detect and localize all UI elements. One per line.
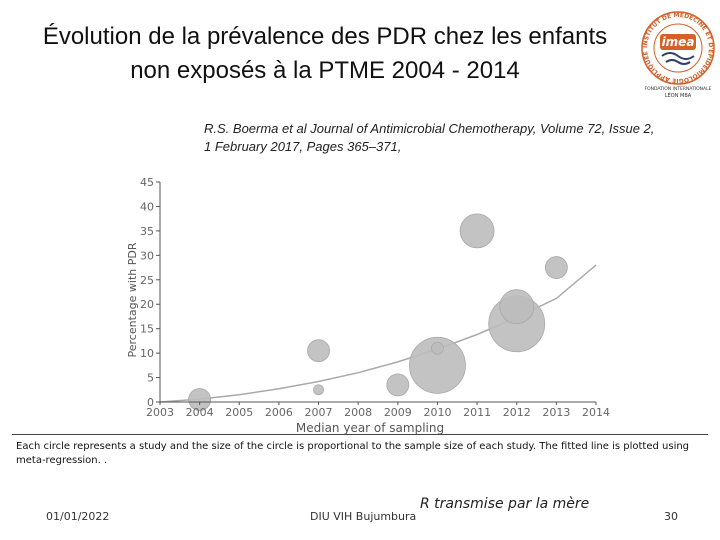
logo-name: imea (662, 35, 695, 49)
y-tick-label: 5 (147, 372, 154, 385)
data-point (459, 213, 495, 249)
x-tick-label: 2014 (582, 406, 610, 419)
y-tick-label: 10 (140, 347, 154, 360)
x-tick-label: 2012 (503, 406, 531, 419)
data-point (409, 336, 466, 394)
slide-title-line1: Évolution de la prévalence des PDR chez … (42, 23, 608, 50)
y-tick-label: 35 (140, 225, 154, 238)
reference-line1: R.S. Boerma et al Journal of Antimicrobi… (204, 121, 655, 136)
y-axis-label: Percentage with PDR (126, 242, 139, 357)
bubbles-group (188, 213, 568, 411)
x-tick-label: 2010 (423, 406, 451, 419)
y-tick-labels: 0 5 10 15 20 25 30 35 40 45 (140, 176, 160, 409)
x-tick-label: 2006 (265, 406, 293, 419)
y-tick-label: 0 (147, 396, 154, 409)
y-tick-label: 30 (140, 249, 154, 262)
x-tick-label: 2009 (384, 406, 412, 419)
reference-line2: 1 February 2017, Pages 365–371, (204, 139, 402, 154)
slide-title: Évolution de la prévalence des PDR chez … (20, 20, 630, 88)
footer-note: R transmise par la mère (420, 496, 590, 512)
data-point (499, 289, 535, 325)
x-axis-label: Median year of sampling (296, 421, 444, 435)
data-point (386, 373, 410, 397)
globe-icon (661, 52, 695, 65)
data-point (188, 388, 212, 411)
page-number: 30 (664, 510, 678, 523)
x-tick-label: 2008 (344, 406, 372, 419)
reference: R.S. Boerma et al Journal of Antimicrobi… (204, 120, 704, 156)
footer-date: 01/01/2022 (46, 510, 110, 523)
logo-sub-line1: FONDATION INTERNATIONALE (645, 86, 712, 92)
y-tick-label: 45 (140, 176, 154, 189)
y-tick-label: 25 (140, 274, 154, 287)
y-tick-label: 15 (140, 323, 154, 336)
data-point (544, 256, 568, 279)
figure-caption: Each circle represents a study and the s… (16, 441, 690, 466)
x-tick-label: 2007 (305, 406, 333, 419)
x-tick-label: 2003 (146, 406, 174, 419)
pdr-scatter-chart: Percentage with PDR Median year of sampl… (126, 176, 610, 435)
slide-title-line2: non exposés à la PTME 2004 - 2014 (130, 57, 520, 84)
data-point (307, 339, 330, 363)
x-tick-label: 2004 (186, 406, 214, 419)
x-tick-label: 2005 (225, 406, 253, 419)
imea-logo: INSTITUT DE MÉDECINE ET D'ÉPIDÉMIOLOGIE … (641, 11, 715, 99)
x-tick-label: 2011 (463, 406, 491, 419)
x-tick-label: 2013 (542, 406, 570, 419)
x-tick-labels: 2003 2004 2005 2006 2007 2008 2009 2010 2011 2012… (146, 402, 610, 419)
y-tick-label: 40 (140, 200, 154, 213)
logo-badge (660, 34, 696, 50)
logo-sub-line2: LÉON MBA (665, 91, 692, 99)
data-point (431, 341, 444, 355)
footer-center: DIU VIH Bujumbura (310, 510, 417, 523)
caption-rule (12, 434, 708, 435)
y-axis-label-group: Percentage with PDR (126, 242, 139, 357)
data-point (313, 384, 324, 396)
y-tick-label: 20 (140, 298, 154, 311)
